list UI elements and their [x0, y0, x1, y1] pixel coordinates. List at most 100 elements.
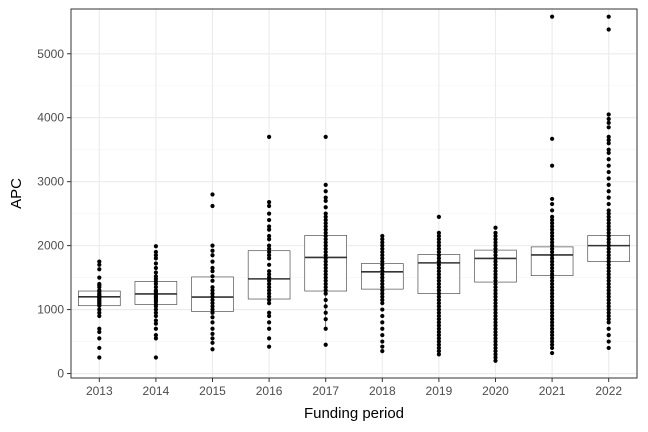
data-point-2019	[436, 249, 441, 255]
data-point-2014	[153, 321, 158, 326]
data-point-2022	[606, 134, 611, 140]
data-point-2022	[606, 112, 611, 117]
data-point-2016	[267, 256, 272, 261]
data-point-2020	[493, 304, 498, 309]
data-point-2018	[380, 320, 385, 325]
data-point-2017	[323, 275, 328, 280]
data-point-2018	[380, 288, 385, 293]
data-point-2018	[380, 281, 385, 287]
data-point-2022	[606, 294, 611, 299]
data-point-2019	[436, 333, 441, 338]
data-point-2017	[323, 253, 328, 258]
data-point-2013	[97, 329, 102, 335]
data-point-2020	[493, 240, 498, 245]
data-point-2019	[436, 265, 441, 271]
data-point-2020	[493, 326, 498, 331]
data-point-2022	[606, 285, 611, 290]
data-point-2020	[493, 345, 498, 351]
data-point-2015	[210, 192, 215, 197]
data-point-2021	[550, 163, 555, 168]
data-point-2022	[606, 265, 611, 271]
data-point-2015	[210, 326, 215, 331]
data-point-2022	[606, 317, 611, 322]
data-point-2021	[550, 136, 555, 141]
data-point-2016	[267, 326, 272, 331]
data-point-2022	[606, 313, 611, 319]
data-point-2019	[436, 285, 441, 290]
data-point-2017	[323, 317, 328, 322]
data-point-2017	[323, 246, 328, 251]
data-point-2018	[380, 339, 385, 344]
x-tick-label: 2015	[199, 384, 226, 398]
data-point-2016	[267, 275, 272, 280]
data-point-2021	[550, 291, 555, 296]
data-point-2016	[267, 224, 272, 229]
data-point-2019	[436, 246, 441, 251]
axis-layer: 0 1000 2000 3000 4000 5000 2013 2014 2015 2016 201…	[37, 47, 622, 398]
data-point-2020	[493, 320, 498, 325]
data-point-2022	[606, 262, 611, 267]
x-tick-label: 2017	[312, 384, 339, 398]
data-point-2019	[436, 294, 441, 299]
data-point-2016	[267, 253, 272, 258]
data-point-2017	[323, 256, 328, 261]
data-point-2016	[267, 294, 272, 299]
data-point-2021	[550, 221, 555, 226]
data-point-2022	[606, 237, 611, 242]
data-point-2018	[380, 243, 385, 248]
data-point-2022	[606, 246, 611, 251]
data-point-2017	[323, 304, 328, 309]
data-point-2014	[153, 326, 158, 331]
data-point-2020	[493, 246, 498, 251]
x-tick-label: 2019	[426, 384, 453, 398]
data-point-2017	[323, 243, 328, 248]
data-point-2020	[493, 233, 498, 239]
data-point-2018	[380, 237, 385, 242]
data-point-2014	[153, 265, 158, 271]
data-point-2016	[267, 237, 272, 242]
data-point-2019	[436, 243, 441, 248]
data-point-2018	[380, 291, 385, 296]
data-point-2021	[550, 259, 555, 264]
data-point-2016	[267, 200, 272, 205]
data-point-2018	[380, 326, 385, 331]
data-point-2020	[493, 253, 498, 258]
data-point-2015	[210, 269, 215, 274]
data-point-2022	[606, 301, 611, 306]
data-point-2016	[267, 336, 272, 341]
data-point-2013	[97, 336, 102, 341]
data-point-2017	[323, 342, 328, 347]
data-point-2022	[606, 182, 611, 187]
data-point-2015	[210, 243, 215, 248]
data-point-2019	[436, 301, 441, 306]
data-point-2019	[436, 313, 441, 319]
data-point-2021	[550, 262, 555, 267]
data-point-2022	[606, 269, 611, 274]
data-point-2018	[380, 313, 385, 319]
data-point-2016	[267, 269, 272, 274]
data-point-2018	[380, 301, 385, 306]
data-point-2021	[550, 237, 555, 242]
data-point-2022	[606, 240, 611, 245]
data-point-2020	[493, 243, 498, 248]
data-point-2013	[97, 313, 102, 319]
data-point-2022	[606, 326, 611, 331]
data-point-2022	[606, 120, 611, 125]
data-point-2017	[323, 217, 328, 223]
data-point-2019	[436, 297, 441, 303]
data-point-2020	[493, 336, 498, 341]
data-point-2016	[267, 281, 272, 287]
data-point-2021	[550, 269, 555, 274]
data-point-2019	[436, 345, 441, 351]
data-point-2017	[323, 227, 328, 232]
data-point-2021	[550, 14, 555, 19]
data-point-2021	[550, 288, 555, 293]
data-point-2016	[267, 344, 272, 349]
data-point-2017	[323, 214, 328, 219]
data-point-2017	[323, 182, 328, 187]
data-point-2021	[550, 297, 555, 303]
y-tick-label: 0	[57, 367, 64, 381]
data-point-2015	[210, 297, 215, 303]
data-point-2020	[493, 355, 498, 360]
data-point-2015	[210, 310, 215, 315]
